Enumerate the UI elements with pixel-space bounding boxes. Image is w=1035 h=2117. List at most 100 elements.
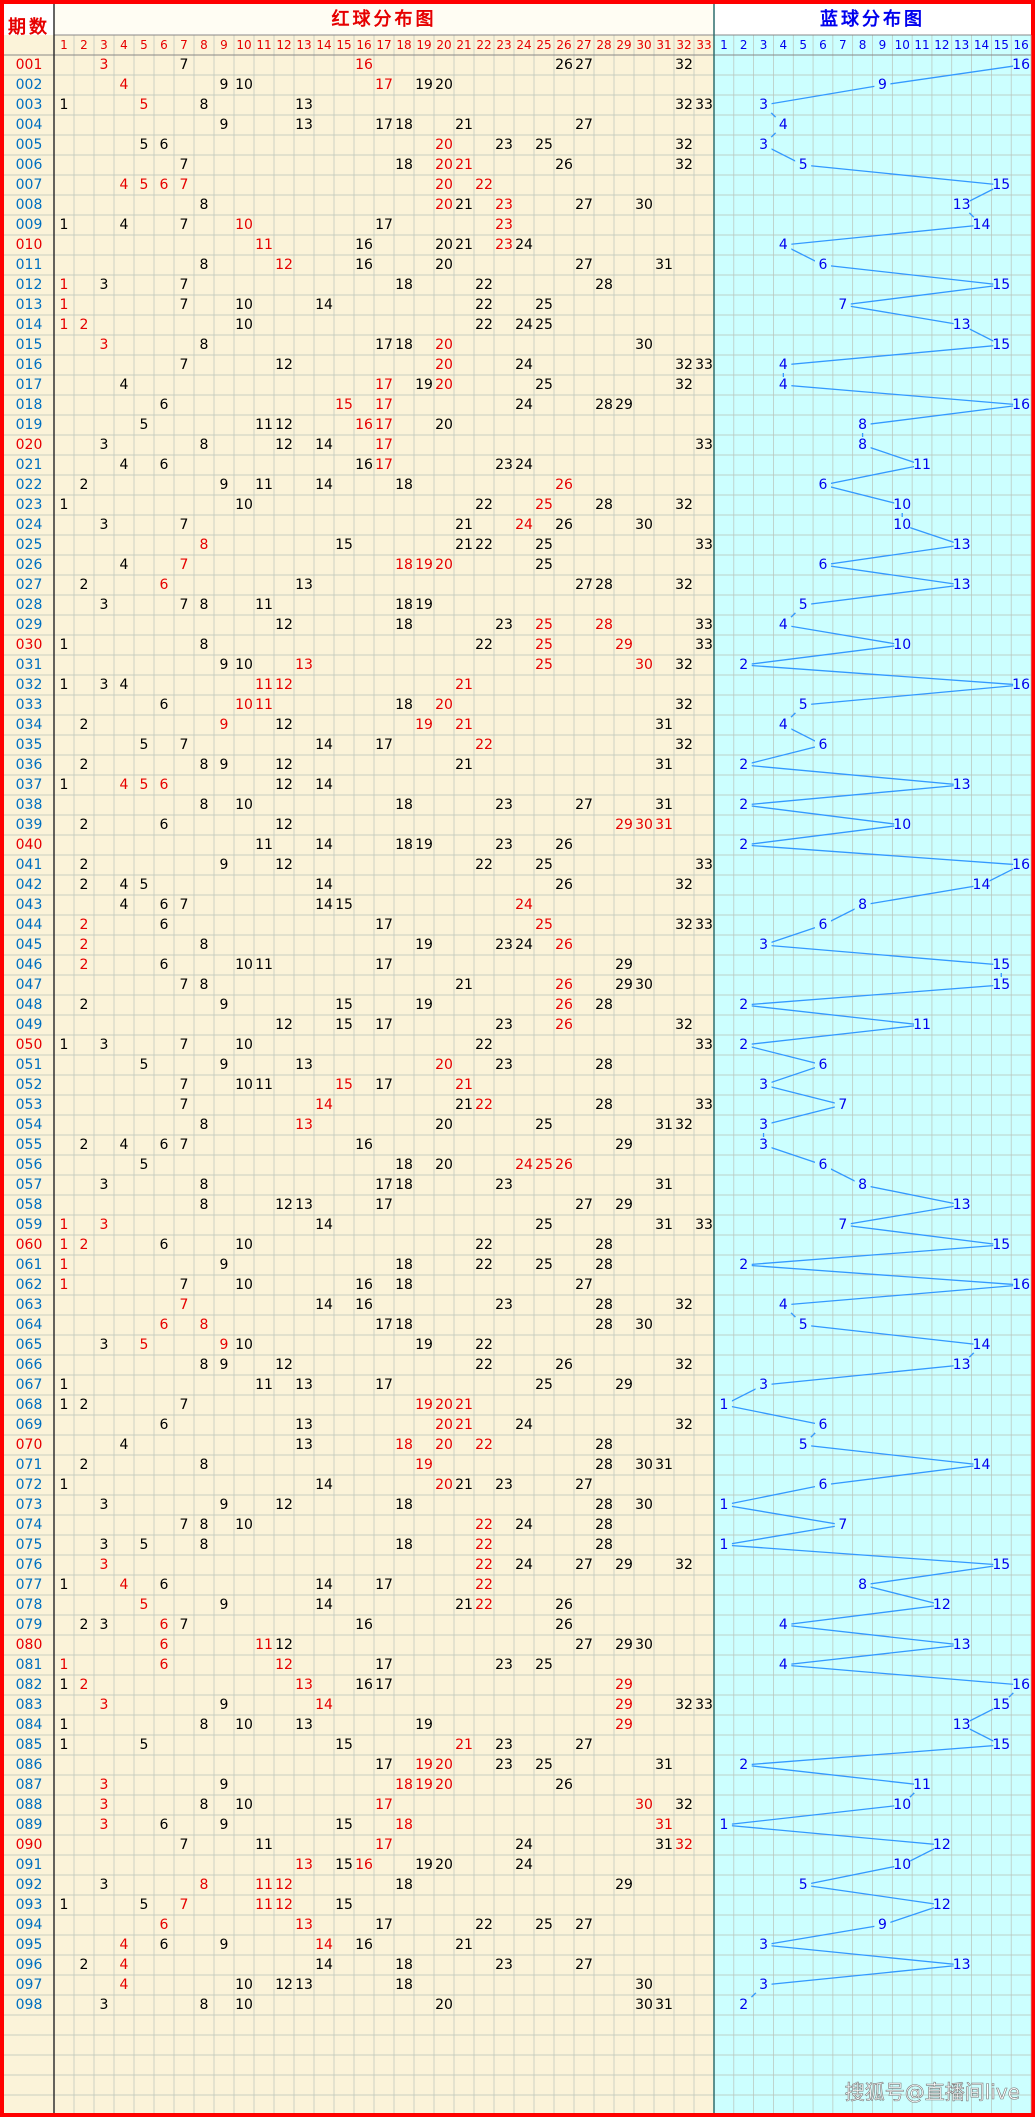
blue-number: 8	[858, 437, 867, 453]
period: 005	[16, 137, 43, 153]
blue-number: 13	[953, 1197, 971, 1213]
period: 004	[16, 117, 43, 133]
red-number: 8	[200, 1797, 209, 1813]
period: 028	[16, 597, 43, 613]
period: 019	[16, 417, 43, 433]
red-number: 11	[255, 417, 273, 433]
blue-number: 2	[739, 1757, 748, 1773]
period: 075	[16, 1537, 43, 1553]
blue-number: 4	[779, 617, 788, 633]
red-number: 26	[555, 477, 573, 493]
red-number: 26	[555, 1017, 573, 1033]
red-number: 7	[180, 1277, 189, 1293]
red-number: 23	[495, 937, 513, 953]
red-number: 18	[395, 1497, 413, 1513]
red-number: 23	[495, 1297, 513, 1313]
red-number: 31	[655, 1997, 673, 2013]
red-number: 22	[475, 537, 493, 553]
red-column-number: 18	[396, 38, 411, 52]
red-number: 28	[595, 1317, 613, 1333]
red-number: 4	[120, 1937, 129, 1953]
red-column-number: 11	[256, 38, 271, 52]
red-number: 4	[120, 677, 129, 693]
red-number: 27	[575, 117, 593, 133]
red-number: 9	[220, 1777, 229, 1793]
blue-number: 2	[739, 1997, 748, 2013]
red-number: 3	[100, 1777, 109, 1793]
blue-number: 5	[799, 1437, 808, 1453]
blue-number-bg	[993, 277, 1010, 293]
red-number: 32	[675, 357, 693, 373]
blue-number-bg	[735, 797, 752, 813]
red-number: 30	[635, 1797, 653, 1813]
red-number: 27	[575, 1277, 593, 1293]
blue-number-bg	[755, 1377, 772, 1393]
red-number: 19	[415, 557, 433, 573]
red-number: 14	[315, 1477, 333, 1493]
red-number: 23	[495, 1737, 513, 1753]
red-number: 18	[395, 1157, 413, 1173]
blue-number: 16	[1012, 57, 1030, 73]
period: 098	[16, 1997, 43, 2013]
red-number: 25	[535, 557, 553, 573]
period: 020	[16, 437, 43, 453]
red-number: 23	[495, 1757, 513, 1773]
blue-number: 2	[739, 757, 748, 773]
period: 037	[16, 777, 43, 793]
blue-number-bg	[795, 1437, 812, 1453]
blue-number: 13	[953, 1957, 971, 1973]
period: 058	[16, 1197, 43, 1213]
red-number: 30	[635, 1637, 653, 1653]
red-number: 25	[535, 857, 553, 873]
red-number: 25	[535, 137, 553, 153]
red-number: 5	[140, 1337, 149, 1353]
blue-column-number: 5	[799, 38, 807, 52]
red-number: 11	[255, 237, 273, 253]
red-number: 28	[595, 1057, 613, 1073]
red-number: 29	[615, 1637, 633, 1653]
red-number: 28	[595, 997, 613, 1013]
red-number: 12	[275, 1197, 293, 1213]
blue-number-bg	[795, 697, 812, 713]
blue-number: 8	[858, 417, 867, 433]
red-number: 11	[255, 597, 273, 613]
red-number: 18	[395, 117, 413, 133]
blue-number-bg	[973, 1457, 990, 1473]
blue-number-bg	[814, 257, 831, 273]
red-number: 29	[615, 397, 633, 413]
red-number: 14	[315, 297, 333, 313]
period: 036	[16, 757, 43, 773]
blue-column-number: 1	[720, 38, 728, 52]
red-number: 2	[80, 577, 89, 593]
red-number: 18	[395, 1977, 413, 1993]
red-number: 9	[220, 477, 229, 493]
blue-number-bg	[953, 577, 970, 593]
red-number: 12	[275, 437, 293, 453]
red-number: 15	[335, 1077, 353, 1093]
red-number: 27	[575, 1477, 593, 1493]
red-number: 27	[575, 577, 593, 593]
red-number: 12	[275, 857, 293, 873]
blue-number-bg	[814, 737, 831, 753]
blue-column-number: 14	[974, 38, 989, 52]
period: 055	[16, 1137, 43, 1153]
red-number: 29	[615, 817, 633, 833]
blue-number: 3	[759, 137, 768, 153]
red-number: 16	[355, 237, 373, 253]
blue-number: 1	[719, 1817, 728, 1833]
red-number: 7	[180, 217, 189, 233]
red-number: 26	[555, 937, 573, 953]
blue-column-number: 16	[1013, 38, 1028, 52]
red-number: 33	[695, 1097, 713, 1113]
blue-number-bg	[715, 1397, 732, 1413]
red-column-number: 15	[336, 38, 351, 52]
red-number: 20	[435, 177, 453, 193]
red-number: 27	[575, 1557, 593, 1573]
red-number: 1	[60, 277, 69, 293]
blue-number: 3	[759, 1937, 768, 1953]
red-number: 1	[60, 217, 69, 233]
red-number: 4	[120, 377, 129, 393]
red-number: 1	[60, 677, 69, 693]
period: 087	[16, 1777, 43, 1793]
blue-number: 6	[819, 1417, 828, 1433]
